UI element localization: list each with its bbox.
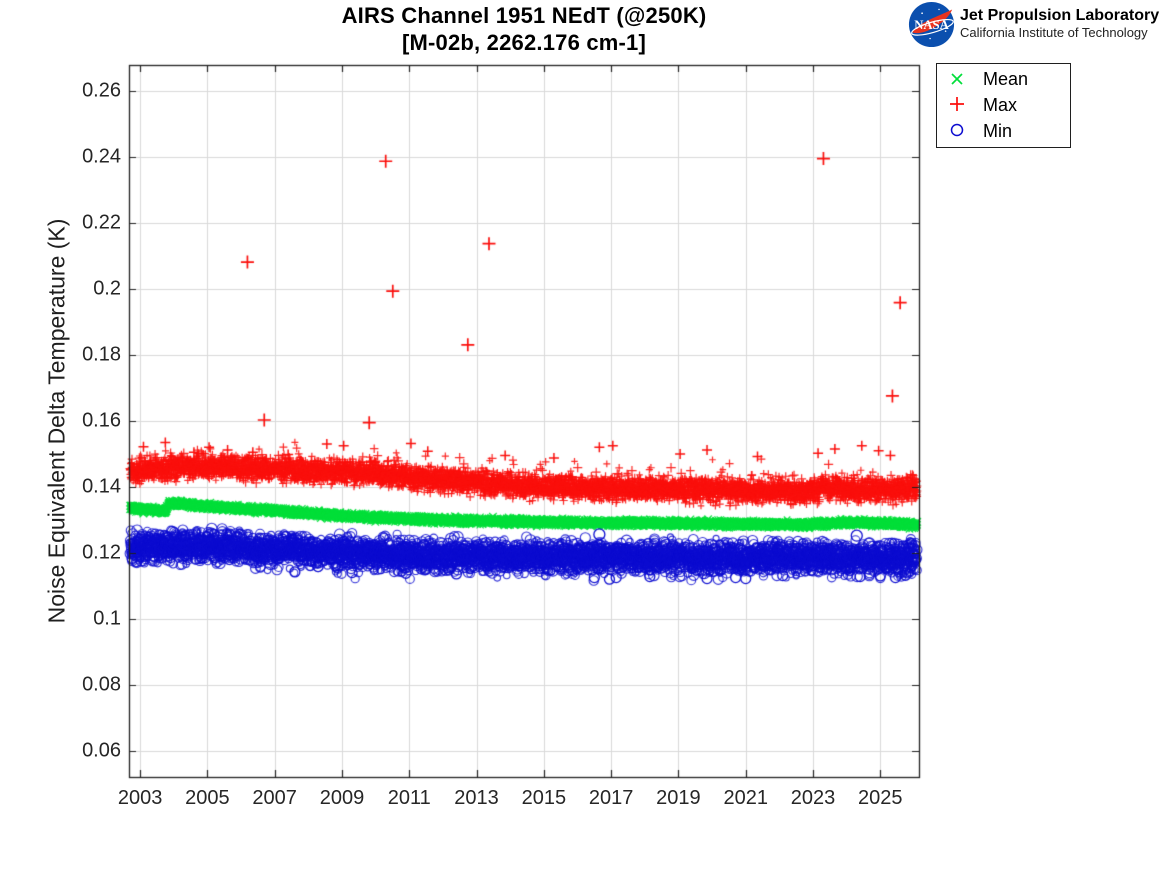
max-plus-marker-icon [950,97,964,112]
y-tick-label: 0.12 [82,541,121,564]
jpl-org-name: Jet Propulsion Laboratory [960,7,1160,24]
branding-header: NASA Jet Propulsion Laboratory Californi… [908,1,1159,48]
y-tick-label: 0.26 [82,79,121,102]
x-tick-label: 2009 [319,787,365,809]
min-circle-marker-icon [950,123,964,137]
legend-label-min: Min [983,120,1013,141]
y-tick-label: 0.2 [93,277,121,300]
x-tick-label: 2013 [454,787,499,809]
chart-subtitle: [M-02b, 2262.176 cm-1] [401,30,647,55]
y-axis-label: Noise Equivalent Delta Temperature (K) [43,218,70,624]
legend-label-max: Max [983,94,1018,115]
y-tick-label: 0.16 [82,409,121,432]
y-tick-label: 0.24 [82,145,121,168]
nasa-logo-text: NASA [914,18,949,32]
x-tick-label: 2005 [185,787,230,809]
x-tick-label: 2023 [790,787,836,809]
legend-label-mean: Mean [983,69,1029,90]
legend-box: Mean Max Min [936,63,1071,148]
x-tick-label: 2019 [656,787,701,809]
x-tick-label: 2017 [588,787,634,809]
y-tick-label: 0.06 [82,739,121,762]
chart-title: AIRS Channel 1951 NEdT (@250K) [341,3,707,28]
legend-entry-min: Min [937,119,1070,144]
y-tick-label: 0.22 [82,211,121,234]
y-tick-label: 0.18 [82,343,121,366]
mean-x-marker-icon [951,73,963,85]
x-tick-label: 2021 [723,787,768,809]
x-tick-label: 2025 [858,787,903,809]
x-tick-label: 2011 [387,787,431,809]
legend-entry-mean: Mean [937,67,1070,92]
jpl-org-subname: California Institute of Technology [960,25,1148,40]
x-tick-label: 2015 [521,787,567,809]
jpl-text-block: Jet Propulsion Laboratory California Ins… [960,1,1159,40]
nasa-logo-icon: NASA [908,1,955,48]
y-tick-label: 0.1 [93,607,121,630]
y-tick-label: 0.14 [82,475,121,498]
y-tick-label: 0.08 [82,673,121,696]
x-tick-label: 2003 [117,787,163,809]
x-tick-label: 2007 [252,787,297,809]
legend-entry-max: Max [937,93,1070,118]
